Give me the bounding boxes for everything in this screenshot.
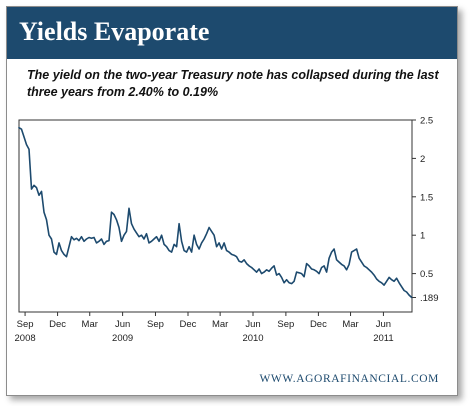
x-tick-label: Jun <box>245 319 260 330</box>
y-tick-label: 1.5 <box>420 192 433 203</box>
y-tick-label: 2.5 <box>420 116 433 127</box>
chart-title: Yields Evaporate <box>19 17 210 46</box>
x-tick-label: Jun <box>376 319 391 330</box>
chart-axes <box>18 119 413 313</box>
series-group <box>18 126 413 299</box>
x-axis: Sep Dec Mar Jun Sep Dec Mar Jun Sep Dec Mar Jun 2008… <box>15 312 394 344</box>
title-bar: Yields Evaporate <box>7 7 457 59</box>
y-tick-label: 0.5 <box>420 269 433 280</box>
x-tick-label: Sep <box>277 319 294 330</box>
x-tick-label: Sep <box>147 319 164 330</box>
x-year-label: 2010 <box>242 333 263 344</box>
x-year-label: 2011 <box>373 333 393 344</box>
y-tick-label: .189 <box>420 293 439 304</box>
x-tick-label: Jun <box>115 319 130 330</box>
x-year-label: 2009 <box>112 333 133 344</box>
series-line-two-year-yield <box>18 126 413 299</box>
x-tick-label: Dec <box>49 319 66 330</box>
plot-frame <box>18 119 413 313</box>
x-tick-label: Mar <box>212 319 228 330</box>
y-tick-label: 2 <box>420 154 425 165</box>
chart-subtitle: The yield on the two-year Treasury note … <box>27 68 439 99</box>
yield-line-chart: 2.5 2 1.5 1 0.5 .189 Sep Dec Mar Jun Sep Dec Mar Jun… <box>15 116 439 345</box>
x-tick-label: Dec <box>310 319 327 330</box>
x-tick-label: Dec <box>180 319 197 330</box>
source-credit: WWW.AGORAFINANCIAL.COM <box>259 373 439 385</box>
x-tick-label: Mar <box>82 319 98 330</box>
x-tick-label: Sep <box>17 319 34 330</box>
x-year-label: 2008 <box>15 333 36 344</box>
x-tick-label: Mar <box>342 319 358 330</box>
y-axis: 2.5 2 1.5 1 0.5 .189 <box>412 116 439 304</box>
y-tick-label: 1 <box>420 231 425 242</box>
chart-card: Yields Evaporate The yield on the two-ye… <box>6 6 458 396</box>
